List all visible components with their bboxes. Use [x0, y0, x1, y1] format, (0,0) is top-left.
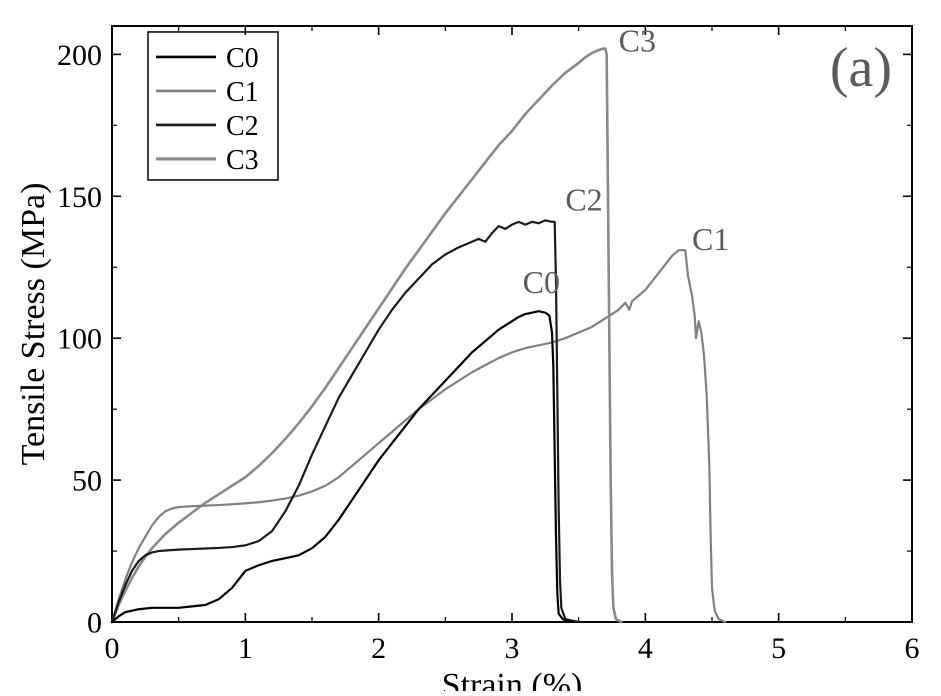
series-C3 [112, 49, 621, 622]
y-tick-label: 150 [57, 181, 102, 214]
y-tick-label: 200 [57, 39, 102, 72]
series-label-C1: C1 [692, 221, 729, 257]
legend-label-C3: C3 [226, 145, 259, 176]
legend-label-C1: C1 [226, 77, 259, 108]
tensile-stress-strain-chart: 0 1 2 3 4 5 6 0 50 100 150 200 Strain (%) Tensile Str… [0, 0, 941, 691]
series-C2 [112, 220, 579, 622]
x-tick-label: 4 [638, 632, 653, 665]
series-label-C2: C2 [565, 181, 602, 217]
x-tick-label: 0 [105, 632, 120, 665]
series-label-C3: C3 [619, 23, 656, 59]
panel-label: (a) [830, 37, 892, 99]
series-label-C0: C0 [523, 264, 560, 300]
y-tick-label: 100 [57, 323, 102, 356]
legend-label-C0: C0 [226, 43, 259, 74]
chart-svg: 0 1 2 3 4 5 6 0 50 100 150 200 Strain (%) Tensile Str… [0, 0, 941, 691]
x-tick-label: 2 [371, 632, 386, 665]
series-C1 [112, 250, 725, 622]
y-tick-label: 50 [72, 465, 102, 498]
y-axis-label: Tensile Stress (MPa) [15, 183, 52, 466]
legend-label-C2: C2 [226, 111, 259, 142]
x-tick-label: 6 [905, 632, 920, 665]
series-C0 [112, 311, 572, 622]
x-tick-label: 1 [238, 632, 253, 665]
x-tick-label: 3 [505, 632, 520, 665]
y-tick-label: 0 [87, 607, 102, 640]
x-tick-label: 5 [771, 632, 786, 665]
x-axis-label: Strain (%) [442, 667, 583, 691]
